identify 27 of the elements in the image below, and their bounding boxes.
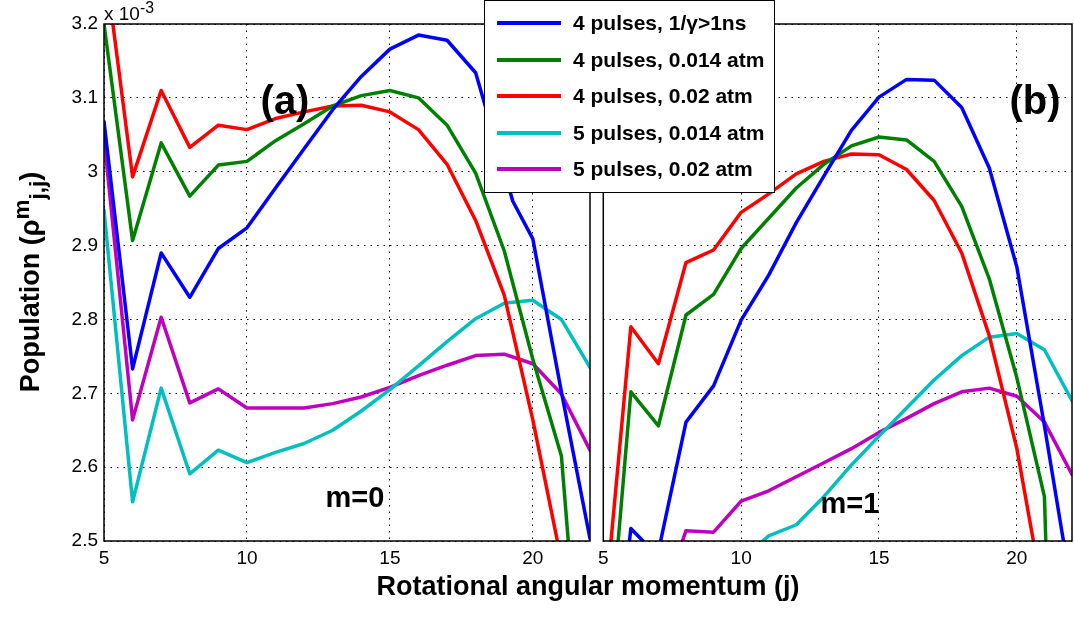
y-tick-label: 2.8	[71, 307, 98, 329]
x-tick-label: 5	[597, 546, 609, 568]
x-tick-label: 20	[522, 546, 544, 568]
legend-label: 5 pulses, 0.014 atm	[573, 120, 765, 145]
legend-label: 4 pulses, 1/γ>1ns	[573, 11, 747, 36]
x-tick-label: 10	[730, 546, 752, 568]
y-tick-label: 2.7	[71, 381, 98, 403]
annotation: x 10$^{-3}$	[104, 0, 154, 26]
y-tick-label: 3.1	[71, 86, 98, 108]
annotation: (a)	[260, 77, 310, 123]
legend-label: 4 pulses, 0.014 atm	[573, 47, 765, 72]
x-tick-label: 15	[868, 546, 890, 568]
y-tick-label: 3	[87, 159, 98, 181]
x-tick-label: 15	[379, 546, 401, 568]
annotation: m=1	[820, 486, 880, 520]
x-tick-label: 20	[1006, 546, 1028, 568]
y-tick-label: 2.9	[71, 233, 98, 255]
x-axis-title: Rotational angular momentum (j)	[376, 570, 800, 602]
annotation: (b)	[1009, 77, 1061, 123]
y-tick-label: 3.2	[71, 12, 98, 34]
annotation: m=0	[325, 480, 385, 514]
y-tick-label: 2.6	[71, 455, 98, 477]
legend-label: 5 pulses, 0.02 atm	[573, 157, 753, 182]
x-tick-label: 10	[236, 546, 258, 568]
y-tick-label: 2.5	[71, 529, 98, 551]
legend-label: 4 pulses, 0.02 atm	[573, 84, 753, 109]
x-tick-label: 5	[98, 546, 110, 568]
